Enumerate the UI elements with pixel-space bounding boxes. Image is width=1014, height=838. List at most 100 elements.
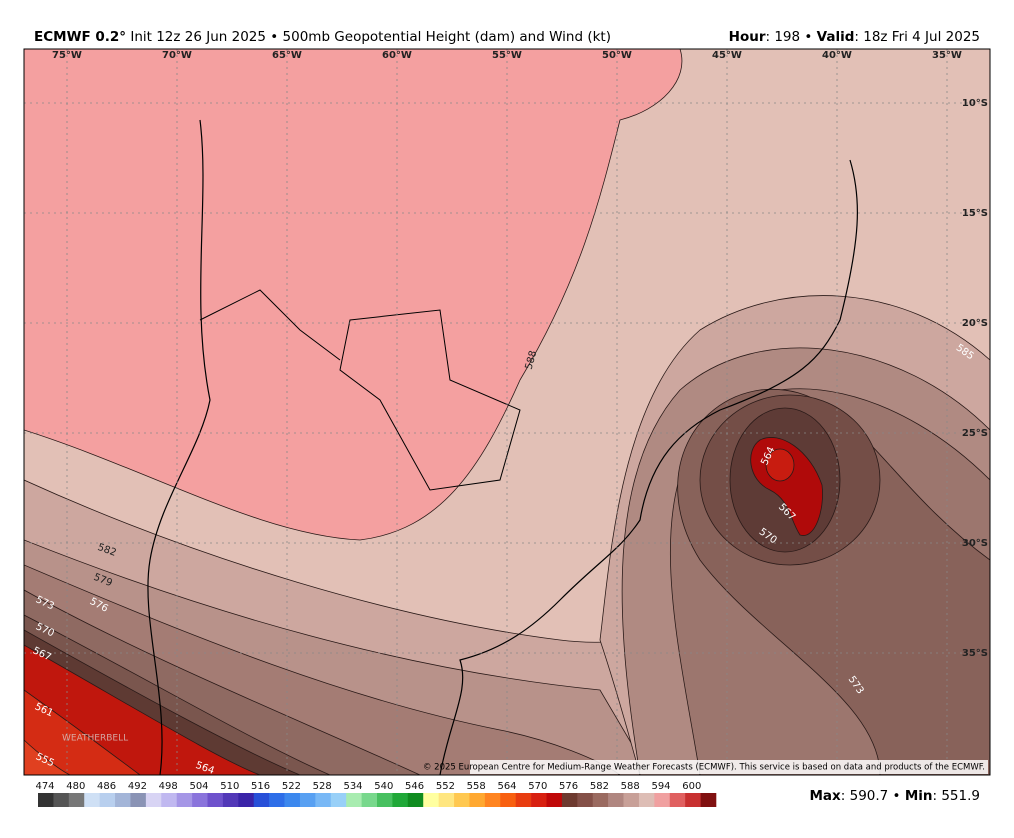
- colorbar-cell: [515, 793, 532, 807]
- watermark: WEATHERBELL: [62, 734, 128, 744]
- colorbar-label: 570: [528, 781, 547, 792]
- latitude-label: 10°S: [962, 98, 988, 109]
- colorbar-cell: [38, 793, 54, 807]
- colorbar-cell: [346, 793, 362, 807]
- longitude-label: 60°W: [382, 50, 412, 61]
- contour-label: 588: [524, 349, 540, 370]
- colorbar-cell: [392, 793, 409, 807]
- max-label: Max: [810, 788, 842, 804]
- colorbar-cell: [130, 793, 147, 807]
- hour-value: : 198 •: [766, 29, 817, 45]
- colorbar-cell: [176, 793, 193, 807]
- longitude-label: 45°W: [712, 50, 742, 61]
- longitude-label: 55°W: [492, 50, 522, 61]
- colorbar-cell: [68, 793, 85, 807]
- colorbar-label: 498: [159, 781, 178, 792]
- colorbar-cell: [700, 793, 717, 807]
- colorbar-label: 474: [35, 781, 54, 792]
- colorbar-label: 540: [374, 781, 393, 792]
- colorbar-label: 600: [682, 781, 701, 792]
- longitude-label: 40°W: [822, 50, 852, 61]
- colorbar-label: 558: [467, 781, 486, 792]
- colorbar-cell: [608, 793, 624, 807]
- longitude-label: 75°W: [52, 50, 82, 61]
- valid-label: Valid: [817, 29, 855, 45]
- colorbar-label: 480: [66, 781, 85, 792]
- colorbar-label: 582: [590, 781, 609, 792]
- colorbar-cell: [407, 793, 424, 807]
- colorbar-cell: [623, 793, 640, 807]
- colorbar-label: 534: [343, 781, 362, 792]
- latitude-label: 25°S: [962, 428, 988, 439]
- colorbar-cell: [592, 793, 609, 807]
- latitude-label: 20°S: [962, 318, 988, 329]
- colorbar-cell: [207, 793, 224, 807]
- colorbar-label: 546: [405, 781, 424, 792]
- colorbar-cell: [315, 793, 332, 807]
- colorbar-cell: [438, 793, 455, 807]
- colorbar-label: 486: [97, 781, 116, 792]
- colorbar-cell: [669, 793, 686, 807]
- colorbar-cell: [500, 793, 516, 807]
- colorbar-cell: [161, 793, 177, 807]
- colorbar-cell: [361, 793, 378, 807]
- model: ECMWF 0.2°: [34, 29, 126, 45]
- run: Init 12z 26 Jun 2025 • 500mb Geopotentia…: [130, 29, 611, 45]
- colorbar-cell: [577, 793, 594, 807]
- longitude-label: 35°W: [932, 50, 962, 61]
- latitude-label: 30°S: [962, 538, 988, 549]
- colorbar-cell: [654, 793, 671, 807]
- colorbar-cell: [638, 793, 655, 807]
- colorbar-cell: [484, 793, 501, 807]
- colorbar-label: 552: [436, 781, 455, 792]
- colorbar-cell: [377, 793, 393, 807]
- colorbar-cell: [253, 793, 270, 807]
- copyright: © 2025 European Centre for Medium-Range …: [423, 763, 985, 773]
- copyright-bg: [470, 760, 988, 774]
- colorbar-cell: [115, 793, 131, 807]
- colorbar-cell: [546, 793, 563, 807]
- colorbar-label: 504: [189, 781, 208, 792]
- colorbar-cell: [84, 793, 100, 807]
- colorbar-cell: [145, 793, 162, 807]
- colorbar-label: 492: [128, 781, 147, 792]
- max-value: : 590.7 •: [841, 788, 905, 804]
- title: ECMWF 0.2° Init 12z 26 Jun 2025 • 500mb …: [34, 29, 611, 45]
- latitude-label: 15°S: [962, 208, 988, 219]
- colorbar-label: 516: [251, 781, 270, 792]
- max-min: Max: 590.7 • Min: 551.9: [810, 788, 981, 804]
- longitude-label: 65°W: [272, 50, 302, 61]
- colorbar-cell: [99, 793, 116, 807]
- longitude-label: 70°W: [162, 50, 192, 61]
- hour-label: Hour: [729, 29, 766, 45]
- colorbar-cell: [330, 793, 347, 807]
- colorbar-cell: [469, 793, 486, 807]
- colorbar-cell: [685, 793, 701, 807]
- colorbar-cell: [238, 793, 255, 807]
- colorbar-cell: [192, 793, 208, 807]
- colorbar-cell: [284, 793, 301, 807]
- latitude-label: 35°S: [962, 648, 988, 659]
- map: [24, 49, 990, 775]
- colorbar-cell: [423, 793, 439, 807]
- colorbar-cell: [454, 793, 470, 807]
- colorbar-label: 576: [559, 781, 578, 792]
- colorbar-cell: [299, 793, 316, 807]
- colorbar-label: 564: [497, 781, 516, 792]
- colorbar-label: 594: [651, 781, 670, 792]
- colorbar-label: 588: [621, 781, 640, 792]
- valid-value: : 18z Fri 4 Jul 2025: [854, 29, 980, 45]
- colorbar-cell: [269, 793, 285, 807]
- colorbar-cell: [222, 793, 239, 807]
- min-label: Min: [905, 788, 933, 804]
- colorbar-label: 510: [220, 781, 239, 792]
- colorbar-cell: [561, 793, 578, 807]
- colorbar-cell: [53, 793, 70, 807]
- longitude-label: 50°W: [602, 50, 632, 61]
- valid-info: Hour: 198 • Valid: 18z Fri 4 Jul 2025: [729, 29, 980, 45]
- colorbar-label: 522: [282, 781, 301, 792]
- colorbar-label: 528: [313, 781, 332, 792]
- colorbar-cell: [531, 793, 547, 807]
